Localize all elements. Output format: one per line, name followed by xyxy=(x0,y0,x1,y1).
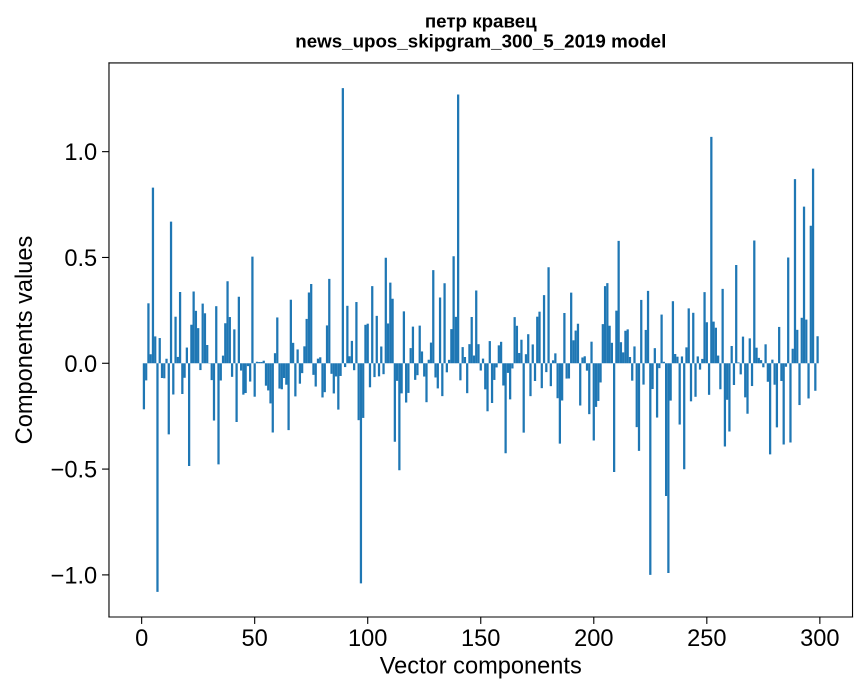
svg-text:200: 200 xyxy=(574,626,613,652)
svg-text:250: 250 xyxy=(687,626,726,652)
svg-text:−1.0: −1.0 xyxy=(51,563,98,589)
svg-text:Components values: Components values xyxy=(12,236,38,445)
svg-text:1.0: 1.0 xyxy=(64,140,97,166)
svg-text:петр кравец: петр кравец xyxy=(425,11,537,32)
svg-text:150: 150 xyxy=(461,626,500,652)
svg-text:300: 300 xyxy=(800,626,839,652)
svg-text:0.0: 0.0 xyxy=(64,352,97,378)
svg-text:−0.5: −0.5 xyxy=(51,458,98,484)
svg-text:50: 50 xyxy=(242,626,268,652)
svg-text:0: 0 xyxy=(135,626,148,652)
svg-text:0.5: 0.5 xyxy=(64,246,97,272)
svg-text:100: 100 xyxy=(348,626,387,652)
svg-text:news_upos_skipgram_300_5_2019: news_upos_skipgram_300_5_2019 model xyxy=(295,31,666,52)
svg-text:Vector components: Vector components xyxy=(380,653,582,679)
